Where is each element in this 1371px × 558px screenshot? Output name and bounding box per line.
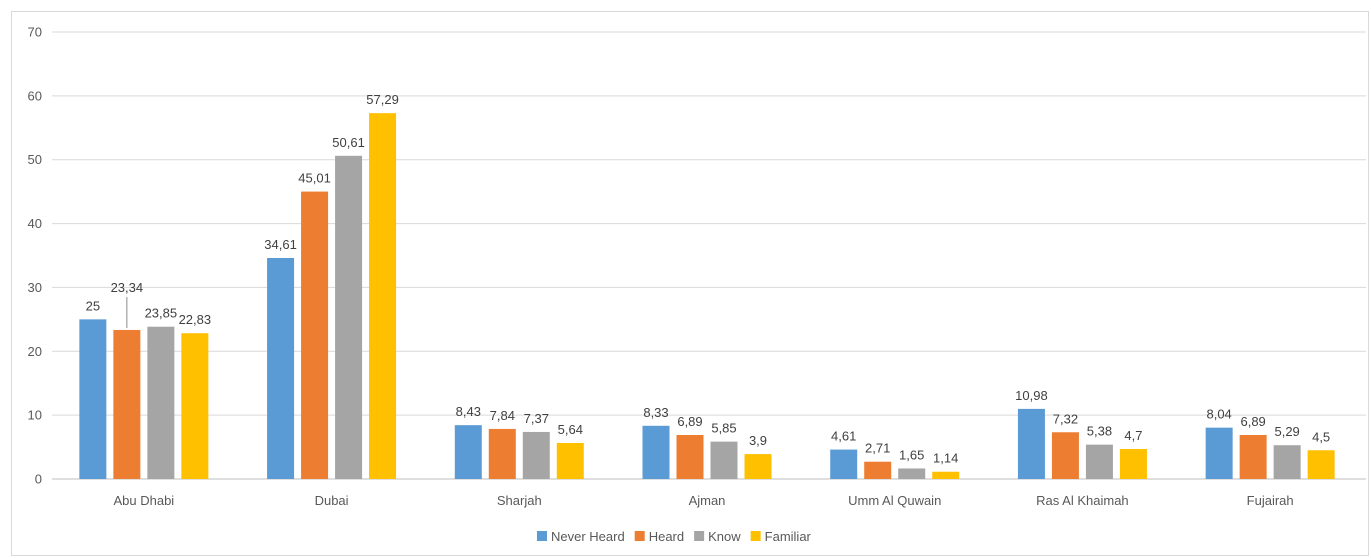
data-label: 23,85 xyxy=(145,306,178,321)
bar xyxy=(147,326,175,479)
bar xyxy=(932,471,960,479)
data-label: 45,01 xyxy=(298,171,331,186)
y-tick-label: 30 xyxy=(28,280,42,295)
bar xyxy=(1017,408,1045,479)
y-tick-label: 10 xyxy=(28,408,42,423)
data-label: 1,14 xyxy=(933,451,958,466)
legend-swatch xyxy=(634,531,645,541)
data-label: 7,32 xyxy=(1053,411,1078,426)
x-tick-label: Ras Al Khaimah xyxy=(1036,493,1129,508)
bar xyxy=(1239,435,1267,479)
x-tick-label: Abu Dhabi xyxy=(113,493,174,508)
bar xyxy=(1051,432,1079,479)
bar xyxy=(864,461,892,479)
legend-item: Never Heard xyxy=(537,529,625,544)
bar xyxy=(369,113,397,480)
bar xyxy=(267,257,295,479)
data-label: 5,85 xyxy=(711,421,736,436)
x-tick-label: Dubai xyxy=(315,493,349,508)
data-label: 5,64 xyxy=(558,422,583,437)
data-label: 8,43 xyxy=(456,404,481,419)
data-label: 7,84 xyxy=(490,408,515,423)
bar xyxy=(488,428,516,479)
legend-label: Know xyxy=(708,529,741,544)
legend-item: Heard xyxy=(634,529,684,544)
data-label: 8,33 xyxy=(643,405,668,420)
y-tick-label: 40 xyxy=(28,216,42,231)
data-label: 1,65 xyxy=(899,447,924,462)
data-label: 2,71 xyxy=(865,441,890,456)
bar xyxy=(113,329,141,479)
bar xyxy=(335,155,363,479)
legend-swatch xyxy=(537,531,547,541)
legend-item: Know xyxy=(694,529,741,544)
data-label: 57,29 xyxy=(366,92,399,107)
data-label: 3,9 xyxy=(749,433,767,448)
legend-swatch xyxy=(694,531,705,541)
data-label: 25 xyxy=(86,298,100,313)
data-label: 4,61 xyxy=(831,429,856,444)
bar xyxy=(1273,445,1301,479)
data-label: 10,98 xyxy=(1015,388,1048,403)
bar xyxy=(79,319,107,479)
y-tick-label: 0 xyxy=(35,472,42,487)
bar xyxy=(642,425,670,479)
bar xyxy=(1119,448,1147,479)
data-label: 4,7 xyxy=(1124,428,1142,443)
legend-item: Familiar xyxy=(750,529,812,544)
data-label: 50,61 xyxy=(332,135,365,150)
bar xyxy=(744,454,772,479)
y-tick-label: 50 xyxy=(28,152,42,167)
bar xyxy=(301,191,329,480)
x-tick-label: Umm Al Quwain xyxy=(848,493,941,508)
data-label: 4,5 xyxy=(1312,429,1330,444)
data-label: 5,29 xyxy=(1274,424,1299,439)
x-tick-label: Fujairah xyxy=(1247,493,1294,508)
bar xyxy=(710,441,738,479)
x-tick-label: Sharjah xyxy=(497,493,542,508)
y-tick-label: 20 xyxy=(28,344,42,359)
x-tick-label: Ajman xyxy=(689,493,726,508)
data-label: 7,37 xyxy=(524,411,549,426)
data-label: 5,38 xyxy=(1087,424,1112,439)
data-label: 6,89 xyxy=(1240,414,1265,429)
bar xyxy=(1307,450,1335,479)
bar xyxy=(181,333,209,479)
data-label: 6,89 xyxy=(677,414,702,429)
data-label: 8,04 xyxy=(1206,407,1231,422)
bar xyxy=(1085,444,1113,479)
y-tick-label: 60 xyxy=(28,88,42,103)
legend-label: Heard xyxy=(649,529,684,544)
legend-label: Never Heard xyxy=(551,529,625,544)
data-label: 23,34 xyxy=(111,280,144,295)
data-label: 22,83 xyxy=(179,312,212,327)
bar xyxy=(1205,427,1233,479)
bar xyxy=(898,468,926,479)
bar xyxy=(676,435,704,479)
bar xyxy=(454,425,482,479)
bar xyxy=(830,449,858,479)
bar xyxy=(556,442,584,479)
legend-label: Familiar xyxy=(765,529,812,544)
y-tick-label: 70 xyxy=(28,25,42,40)
legend-swatch xyxy=(750,531,761,541)
data-label: 34,61 xyxy=(264,237,297,252)
bar xyxy=(522,431,550,479)
